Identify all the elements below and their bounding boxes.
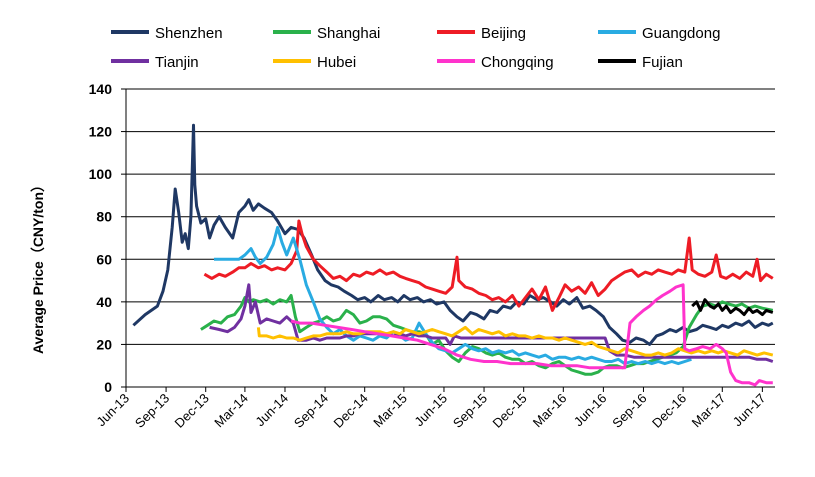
legend-label: Beijing — [481, 25, 526, 42]
series-line-guangdong — [214, 225, 692, 366]
x-tick-label: Sep-16 — [609, 391, 649, 431]
x-tick-label: Jun-15 — [411, 391, 450, 430]
legend-label: Shenzhen — [155, 25, 223, 42]
x-tick-label: Sep-13 — [132, 391, 172, 431]
x-tick-label: Dec-14 — [331, 391, 371, 431]
legend-label: Chongqing — [481, 54, 554, 71]
x-tick-label: Mar-16 — [530, 391, 570, 431]
grid-lines — [126, 88, 775, 345]
legend-label: Tianjin — [155, 54, 199, 71]
legend: Shenzhen Shanghai Beijing Guangdong Tianjin H… — [111, 25, 720, 71]
legend-label: Guangdong — [642, 25, 720, 42]
y-axis-label: Average Price（CNY/ton） — [30, 178, 46, 354]
x-tick-labels: Jun-13 Sep-13 Dec-13 Mar-14 Jun-14 Sep-14 Dec-… — [93, 391, 768, 431]
x-tick-label: Jun-14 — [252, 391, 291, 430]
series-line-beijing — [203, 219, 774, 312]
y-tick-label: 0 — [104, 379, 112, 395]
x-tick-label: Mar-17 — [689, 391, 729, 431]
x-tick-label: Sep-15 — [450, 391, 490, 431]
legend-label: Fujian — [642, 54, 683, 71]
x-tick-label: Mar-14 — [211, 391, 251, 431]
y-tick-label: 100 — [89, 166, 113, 182]
series-line-chongqing — [290, 283, 773, 387]
y-tick-label: 20 — [96, 336, 112, 352]
series-line-shenzhen — [132, 123, 774, 346]
x-tick-label: Jun-16 — [571, 391, 610, 430]
x-tick-label: Dec-16 — [649, 391, 689, 431]
x-tick-label: Mar-15 — [370, 391, 410, 431]
legend-label: Hubei — [317, 54, 356, 71]
y-tick-label: 120 — [89, 124, 113, 140]
y-tick-labels: 0 20 40 60 80 100 120 140 — [89, 81, 113, 395]
x-tick-label: Dec-13 — [172, 391, 212, 431]
axes — [121, 88, 775, 392]
x-tick-label: Jun-17 — [730, 391, 769, 430]
x-tick-label: Jun-13 — [93, 391, 132, 430]
y-tick-label: 140 — [89, 81, 113, 97]
series-lines — [132, 123, 774, 387]
y-tick-label: 80 — [96, 209, 112, 225]
series-line-fujian — [691, 298, 774, 317]
y-tick-label: 40 — [96, 294, 112, 310]
legend-label: Shanghai — [317, 25, 380, 42]
series-line-hubei — [256, 325, 774, 357]
x-tick-label: Dec-15 — [490, 391, 530, 431]
y-tick-label: 60 — [96, 251, 112, 267]
x-tick-label: Sep-14 — [291, 391, 331, 431]
